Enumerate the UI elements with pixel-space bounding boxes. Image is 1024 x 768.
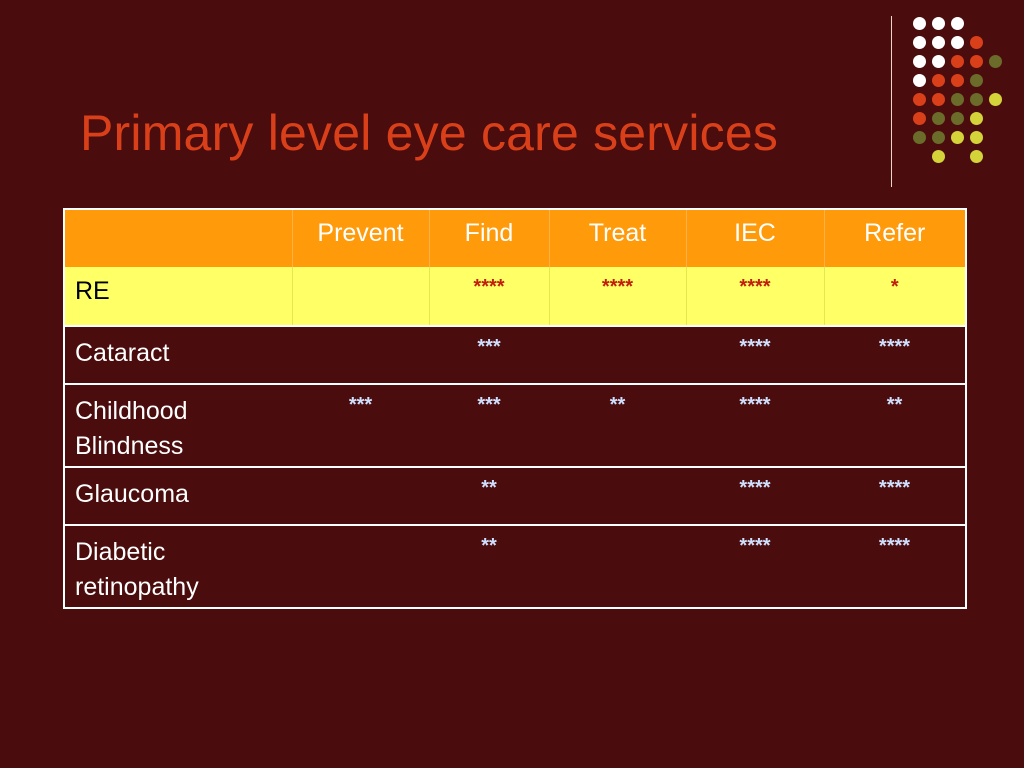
rating-cell: *** [477, 336, 501, 358]
decor-dot [913, 131, 926, 144]
decor-dot [932, 93, 945, 106]
table-row-cataract: Cataract *** **** **** [64, 326, 966, 384]
decor-dot [970, 36, 983, 49]
rating-cell: **** [429, 267, 550, 326]
decor-dot [932, 150, 945, 163]
decor-dot [970, 131, 983, 144]
row-label: RE [64, 267, 293, 326]
decor-dot [951, 17, 964, 30]
decor-dot [951, 93, 964, 106]
row-label: Childhood Blindness [75, 397, 188, 460]
rating-cell [549, 467, 686, 525]
decor-dot [913, 55, 926, 68]
rating-cell [292, 467, 429, 525]
row-label: Diabetic retinopathy [75, 538, 199, 601]
rating-cell: **** [739, 336, 771, 358]
table-row-glaucoma: Glaucoma ** **** **** [64, 467, 966, 525]
rating-cell: **** [739, 535, 771, 557]
rating-cell: *** [348, 394, 373, 416]
decor-dot [932, 36, 945, 49]
column-header-find: Find [429, 209, 550, 267]
rating-cell: ** [886, 394, 903, 416]
column-header-iec: IEC [686, 209, 825, 267]
rating-cell: **** [739, 394, 771, 416]
table-row-childhood-blindness: Childhood Blindness *** *** ** **** ** [64, 384, 966, 467]
decor-dot [913, 17, 926, 30]
rating-cell [292, 267, 430, 326]
decor-dot [951, 74, 964, 87]
rating-cell: **** [878, 535, 911, 557]
rating-cell: ** [481, 535, 497, 557]
row-label: Cataract [75, 339, 170, 367]
decor-dot [970, 55, 983, 68]
decor-dot [989, 93, 1002, 106]
decor-dot [970, 93, 983, 106]
rating-cell: **** [549, 267, 687, 326]
rating-cell [292, 326, 429, 384]
rating-cell: * [824, 267, 967, 326]
decor-dot [932, 55, 945, 68]
rating-cell [292, 525, 429, 608]
rating-cell [549, 326, 686, 384]
rating-cell: **** [878, 477, 911, 499]
table-row-re: RE **** **** **** * [64, 267, 967, 326]
decor-dot [989, 55, 1002, 68]
decor-dot [932, 17, 945, 30]
decor-dot [913, 93, 926, 106]
column-header-empty [64, 209, 293, 267]
decor-dot [932, 74, 945, 87]
rating-cell: ** [481, 477, 497, 499]
table-row-diabetic-retinopathy: Diabetic retinopathy ** **** **** [64, 525, 966, 608]
column-header-treat: Treat [549, 209, 687, 267]
decor-dot [951, 112, 964, 125]
decor-dot [913, 36, 926, 49]
slide-title: Primary level eye care services [80, 105, 779, 161]
decor-dot [932, 131, 945, 144]
rating-cell: ** [609, 394, 626, 416]
decor-dot [951, 55, 964, 68]
decor-dot [970, 112, 983, 125]
rating-cell: **** [686, 267, 825, 326]
decor-dot [970, 150, 983, 163]
decor-dot [932, 112, 945, 125]
services-table: Prevent Find Treat IEC Refer RE **** ***… [63, 208, 967, 609]
rating-cell: **** [739, 477, 771, 499]
decor-dot [951, 36, 964, 49]
decor-dot [951, 131, 964, 144]
decor-dot [970, 74, 983, 87]
table-header-row: Prevent Find Treat IEC Refer [64, 209, 967, 267]
column-header-refer: Refer [824, 209, 967, 267]
decor-dot [913, 112, 926, 125]
rating-cell [549, 525, 686, 608]
decor-dot [913, 74, 926, 87]
title-divider [891, 16, 892, 187]
rating-cell: *** [477, 394, 501, 416]
rating-cell: **** [878, 336, 911, 358]
column-header-prevent: Prevent [292, 209, 430, 267]
row-label: Glaucoma [75, 480, 189, 508]
